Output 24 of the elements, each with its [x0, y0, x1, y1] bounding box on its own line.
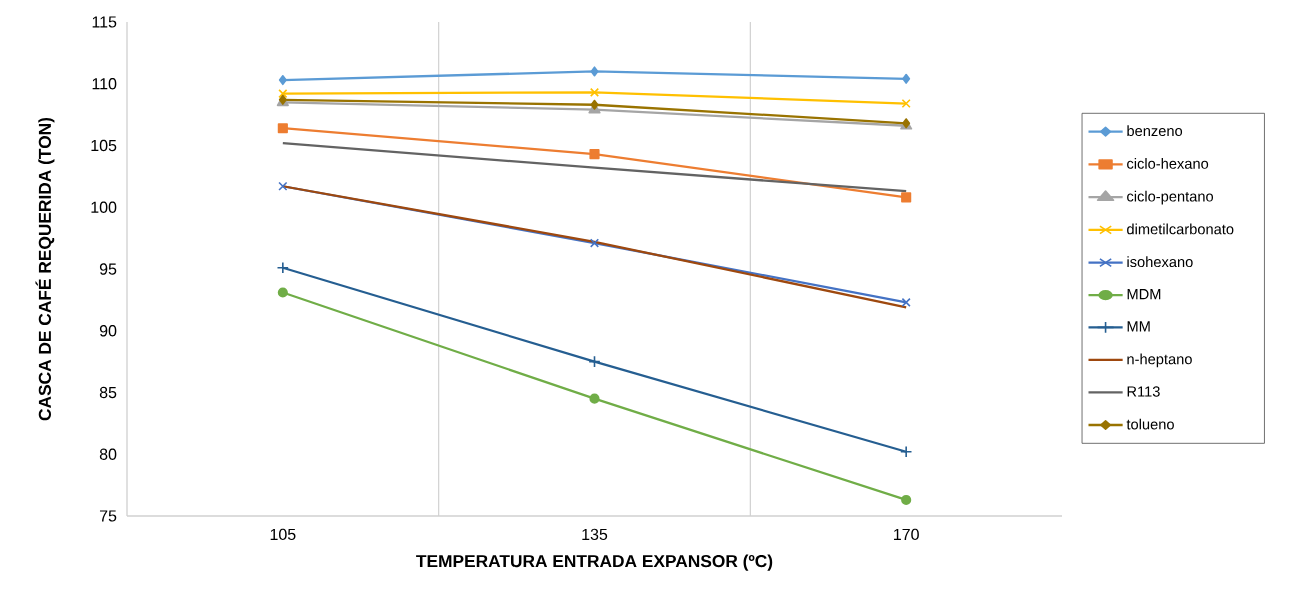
legend-label: MM — [1127, 321, 1150, 332]
y-tick-label: 110 — [92, 78, 117, 90]
legend-label: R113 — [1127, 386, 1160, 397]
x-tick-label: 135 — [582, 528, 608, 541]
y-tick-label: 80 — [99, 448, 117, 460]
legend-label: ciclo-hexano — [1127, 158, 1209, 169]
legend-label: n-heptano — [1127, 353, 1192, 368]
legend-label: isohexano — [1127, 256, 1193, 268]
y-tick-label: 95 — [99, 263, 117, 275]
y-tick-label: 105 — [91, 139, 117, 152]
x-axis-title: TEMPERATURA ENTRADA EXPANSOR (ºC) — [416, 554, 773, 571]
legend-label: dimetilcarbonato — [1127, 223, 1234, 235]
y-tick-label: 85 — [99, 386, 117, 399]
legend-label: MDM — [1127, 289, 1161, 300]
legend-label: tolueno — [1126, 418, 1174, 430]
y-tick-label: 100 — [91, 201, 117, 213]
x-tick-label: 105 — [270, 528, 296, 541]
y-tick-label: 90 — [99, 325, 117, 337]
y-axis-title: CASCA DE CAFÉ REQUERIDA (TON) — [35, 117, 55, 421]
legend-label: ciclo-pentano — [1127, 190, 1214, 205]
legend-label: benzeno — [1127, 125, 1183, 137]
y-tick-label: 75 — [99, 510, 117, 522]
x-tick-label: 170 — [894, 528, 919, 541]
y-tick-label: 115 — [92, 16, 117, 28]
